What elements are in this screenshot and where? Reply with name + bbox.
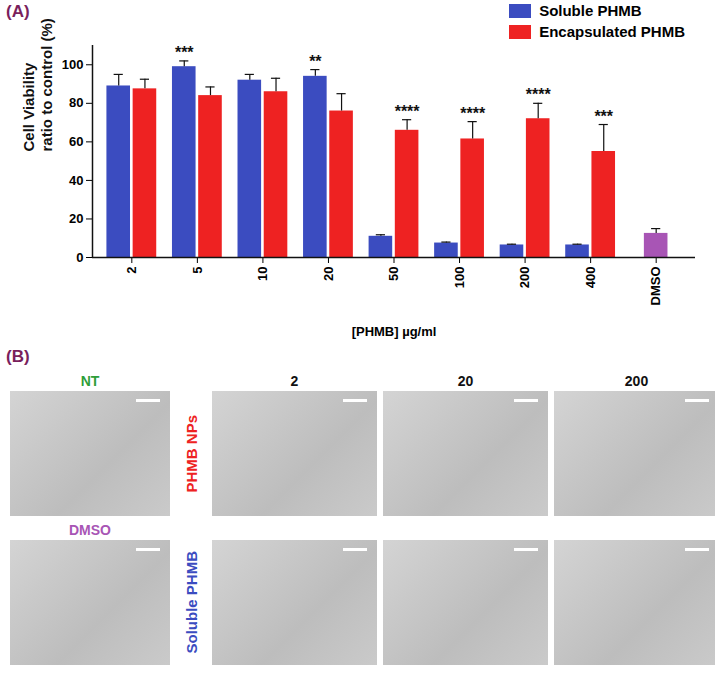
svg-text:****: **** <box>395 103 421 120</box>
svg-text:60: 60 <box>69 134 83 149</box>
html-text:Encapsulated PHMB: Encapsulated PHMB <box>539 23 685 40</box>
svg-text:DMSO: DMSO <box>648 267 663 306</box>
svg-text:200: 200 <box>517 267 532 289</box>
html-text:Soluble PHMB: Soluble PHMB <box>182 551 200 654</box>
svg-text:20: 20 <box>321 267 336 281</box>
svg-text:**: ** <box>309 53 322 70</box>
svg-text:Cell Viabilityratio to control: Cell Viabilityratio to control (%) <box>20 18 54 151</box>
html-text:20: 20 <box>457 373 474 389</box>
svg-text:****: **** <box>526 86 552 103</box>
svg-text:10: 10 <box>255 267 270 281</box>
html-text:PHMB NPs: PHMB NPs <box>182 414 200 493</box>
svg-text:****: **** <box>460 105 486 122</box>
svg-text:100: 100 <box>452 267 467 289</box>
html-text:DMSO: DMSO <box>69 522 111 538</box>
html-text:(B): (B) <box>6 347 30 366</box>
svg-text:50: 50 <box>386 267 401 281</box>
svg-text:[PHMB] µg/ml: [PHMB] µg/ml <box>352 324 437 339</box>
svg-text:2: 2 <box>124 267 139 274</box>
html-text:NT: NT <box>80 373 100 389</box>
svg-text:80: 80 <box>69 95 83 110</box>
svg-text:***: *** <box>175 44 194 61</box>
svg-text:100: 100 <box>62 57 84 72</box>
html-text:(A): (A) <box>6 2 30 21</box>
svg-text:5: 5 <box>190 267 205 274</box>
svg-text:***: *** <box>594 108 613 125</box>
svg-text:40: 40 <box>69 173 83 188</box>
svg-text:20: 20 <box>69 211 83 226</box>
html-text:2: 2 <box>290 373 299 389</box>
html-text:200: 200 <box>624 373 649 389</box>
html-text:Soluble PHMB: Soluble PHMB <box>539 2 642 19</box>
svg-text:400: 400 <box>583 267 598 289</box>
svg-text:0: 0 <box>76 250 83 265</box>
